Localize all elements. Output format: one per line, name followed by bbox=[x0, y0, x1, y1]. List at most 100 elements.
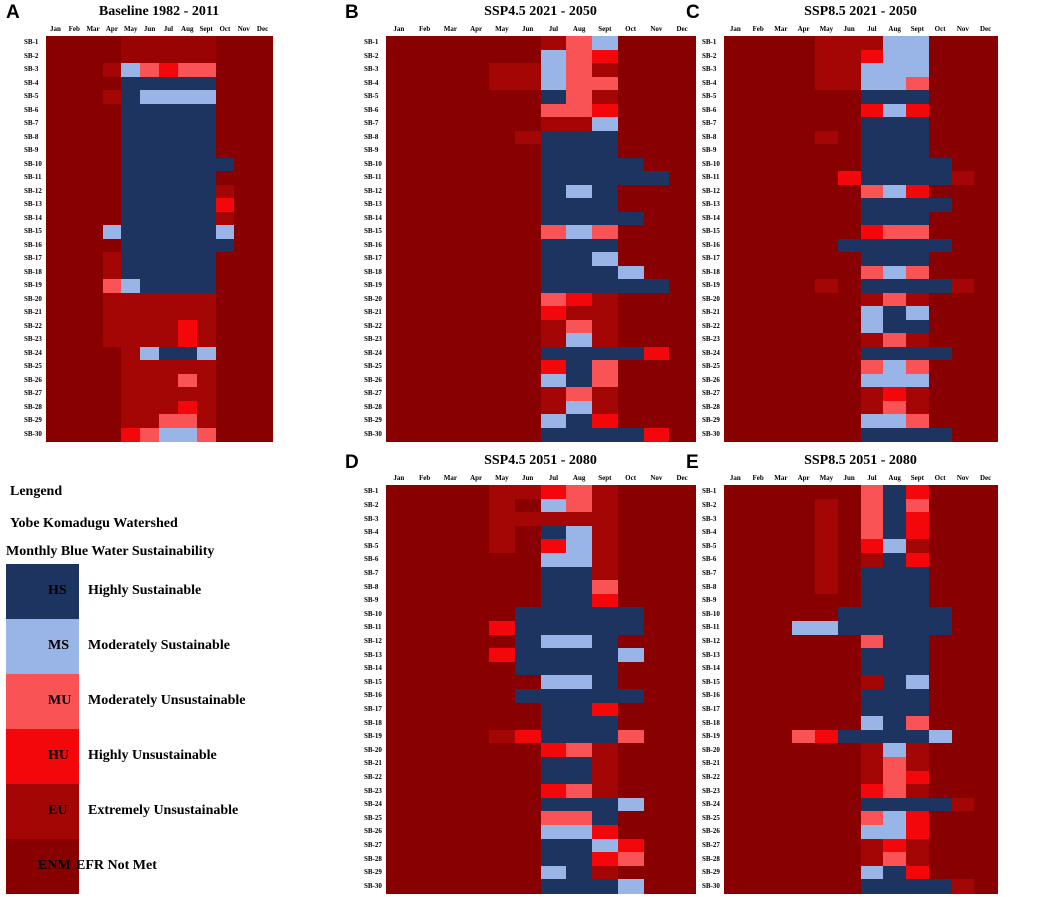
heatmap-cell bbox=[196, 373, 217, 388]
heatmap-cell bbox=[928, 36, 953, 51]
heatmap-cell bbox=[792, 566, 816, 581]
heatmap-cell bbox=[617, 225, 645, 240]
subbasin-label: SB-23 bbox=[702, 335, 720, 344]
heatmap-cell bbox=[386, 400, 413, 415]
month-label: Dec bbox=[676, 474, 688, 482]
heatmap-cell bbox=[883, 49, 907, 64]
subbasin-label: SB-8 bbox=[702, 582, 717, 591]
heatmap-cell bbox=[566, 130, 593, 145]
heatmap-cell bbox=[196, 103, 217, 118]
heatmap-cell bbox=[769, 702, 793, 717]
heatmap-cell bbox=[514, 49, 542, 64]
heatmap-cell bbox=[815, 743, 839, 758]
legend-swatch bbox=[6, 564, 79, 619]
heatmap-cell bbox=[121, 36, 141, 51]
heatmap-cell bbox=[928, 580, 953, 595]
heatmap-cell bbox=[928, 539, 953, 554]
heatmap-cell bbox=[951, 852, 975, 867]
heatmap-cell bbox=[64, 238, 85, 253]
heatmap-cell bbox=[906, 743, 930, 758]
subbasin-label: SB-16 bbox=[364, 691, 382, 700]
legend-swatch bbox=[6, 674, 79, 729]
heatmap-cell bbox=[928, 373, 953, 388]
heatmap-cell bbox=[906, 360, 930, 375]
heatmap-cell bbox=[437, 729, 464, 744]
heatmap-cell bbox=[540, 621, 567, 636]
heatmap-cell bbox=[769, 360, 793, 375]
heatmap-cell bbox=[386, 525, 413, 540]
heatmap-cell bbox=[669, 49, 696, 64]
heatmap-cell bbox=[883, 634, 907, 649]
heatmap-cell bbox=[592, 306, 619, 321]
heatmap-cell bbox=[792, 36, 816, 51]
subbasin-label: SB-20 bbox=[364, 294, 382, 303]
heatmap-cell bbox=[617, 117, 645, 132]
heatmap-cell bbox=[769, 757, 793, 772]
heatmap-cell bbox=[769, 238, 793, 253]
heatmap-cell bbox=[883, 729, 907, 744]
heatmap-cell bbox=[669, 198, 696, 213]
heatmap-cell bbox=[746, 36, 771, 51]
heatmap-cell bbox=[540, 90, 567, 105]
heatmap-cell bbox=[669, 539, 696, 554]
heatmap-cell bbox=[974, 171, 998, 186]
heatmap-cell bbox=[669, 36, 696, 51]
heatmap-cell bbox=[437, 770, 464, 785]
heatmap-cell bbox=[514, 553, 542, 568]
heatmap-cell bbox=[489, 634, 516, 649]
heatmap-cell bbox=[215, 319, 235, 334]
heatmap-cell bbox=[540, 525, 567, 540]
heatmap-cell bbox=[437, 103, 464, 118]
heatmap-cell bbox=[951, 103, 975, 118]
heatmap-cell bbox=[951, 346, 975, 361]
heatmap-cell bbox=[514, 117, 542, 132]
heatmap-cell bbox=[215, 238, 235, 253]
heatmap-cell bbox=[643, 387, 670, 402]
heatmap-cell bbox=[411, 144, 439, 159]
heatmap-cell bbox=[159, 427, 179, 442]
heatmap-cell bbox=[769, 198, 793, 213]
heatmap-cell bbox=[883, 238, 907, 253]
heatmap-cell bbox=[617, 279, 645, 294]
heatmap-cell bbox=[83, 211, 104, 226]
heatmap-cell bbox=[215, 427, 235, 442]
heatmap-cell bbox=[974, 63, 998, 78]
heatmap-cell bbox=[540, 103, 567, 118]
heatmap-cell bbox=[386, 265, 413, 280]
heatmap-cell bbox=[860, 689, 884, 704]
heatmap-cell bbox=[883, 130, 907, 145]
heatmap-cell bbox=[883, 157, 907, 172]
heatmap-cell bbox=[906, 716, 930, 731]
heatmap-cell bbox=[234, 427, 254, 442]
heatmap-cell bbox=[592, 702, 619, 717]
subbasin-label: SB-13 bbox=[364, 200, 382, 209]
heatmap-cell bbox=[643, 607, 670, 622]
heatmap-cell bbox=[792, 319, 816, 334]
heatmap-cell bbox=[540, 49, 567, 64]
heatmap-cell bbox=[746, 702, 771, 717]
legend-label: Extremely Unsustainable bbox=[88, 802, 239, 818]
heatmap-cell bbox=[860, 716, 884, 731]
heatmap-cell bbox=[951, 716, 975, 731]
heatmap-cell bbox=[746, 729, 771, 744]
heatmap-cell bbox=[974, 743, 998, 758]
heatmap-cell bbox=[951, 360, 975, 375]
heatmap-cell bbox=[928, 414, 953, 429]
heatmap-cell bbox=[64, 306, 85, 321]
heatmap-cell bbox=[215, 211, 235, 226]
heatmap-cell bbox=[769, 865, 793, 880]
heatmap-cell bbox=[643, 184, 670, 199]
heatmap-cell bbox=[566, 784, 593, 799]
heatmap-cell bbox=[792, 852, 816, 867]
heatmap-cell bbox=[489, 49, 516, 64]
heatmap-cell bbox=[463, 252, 490, 267]
heatmap-cell bbox=[540, 879, 567, 894]
heatmap-cell bbox=[64, 157, 85, 172]
heatmap-cell bbox=[566, 198, 593, 213]
subbasin-label: SB-20 bbox=[702, 745, 720, 754]
heatmap-cell bbox=[159, 292, 179, 307]
heatmap-cell bbox=[463, 607, 490, 622]
heatmap-cell bbox=[437, 211, 464, 226]
heatmap-cell bbox=[159, 414, 179, 429]
heatmap-cell bbox=[121, 333, 141, 348]
